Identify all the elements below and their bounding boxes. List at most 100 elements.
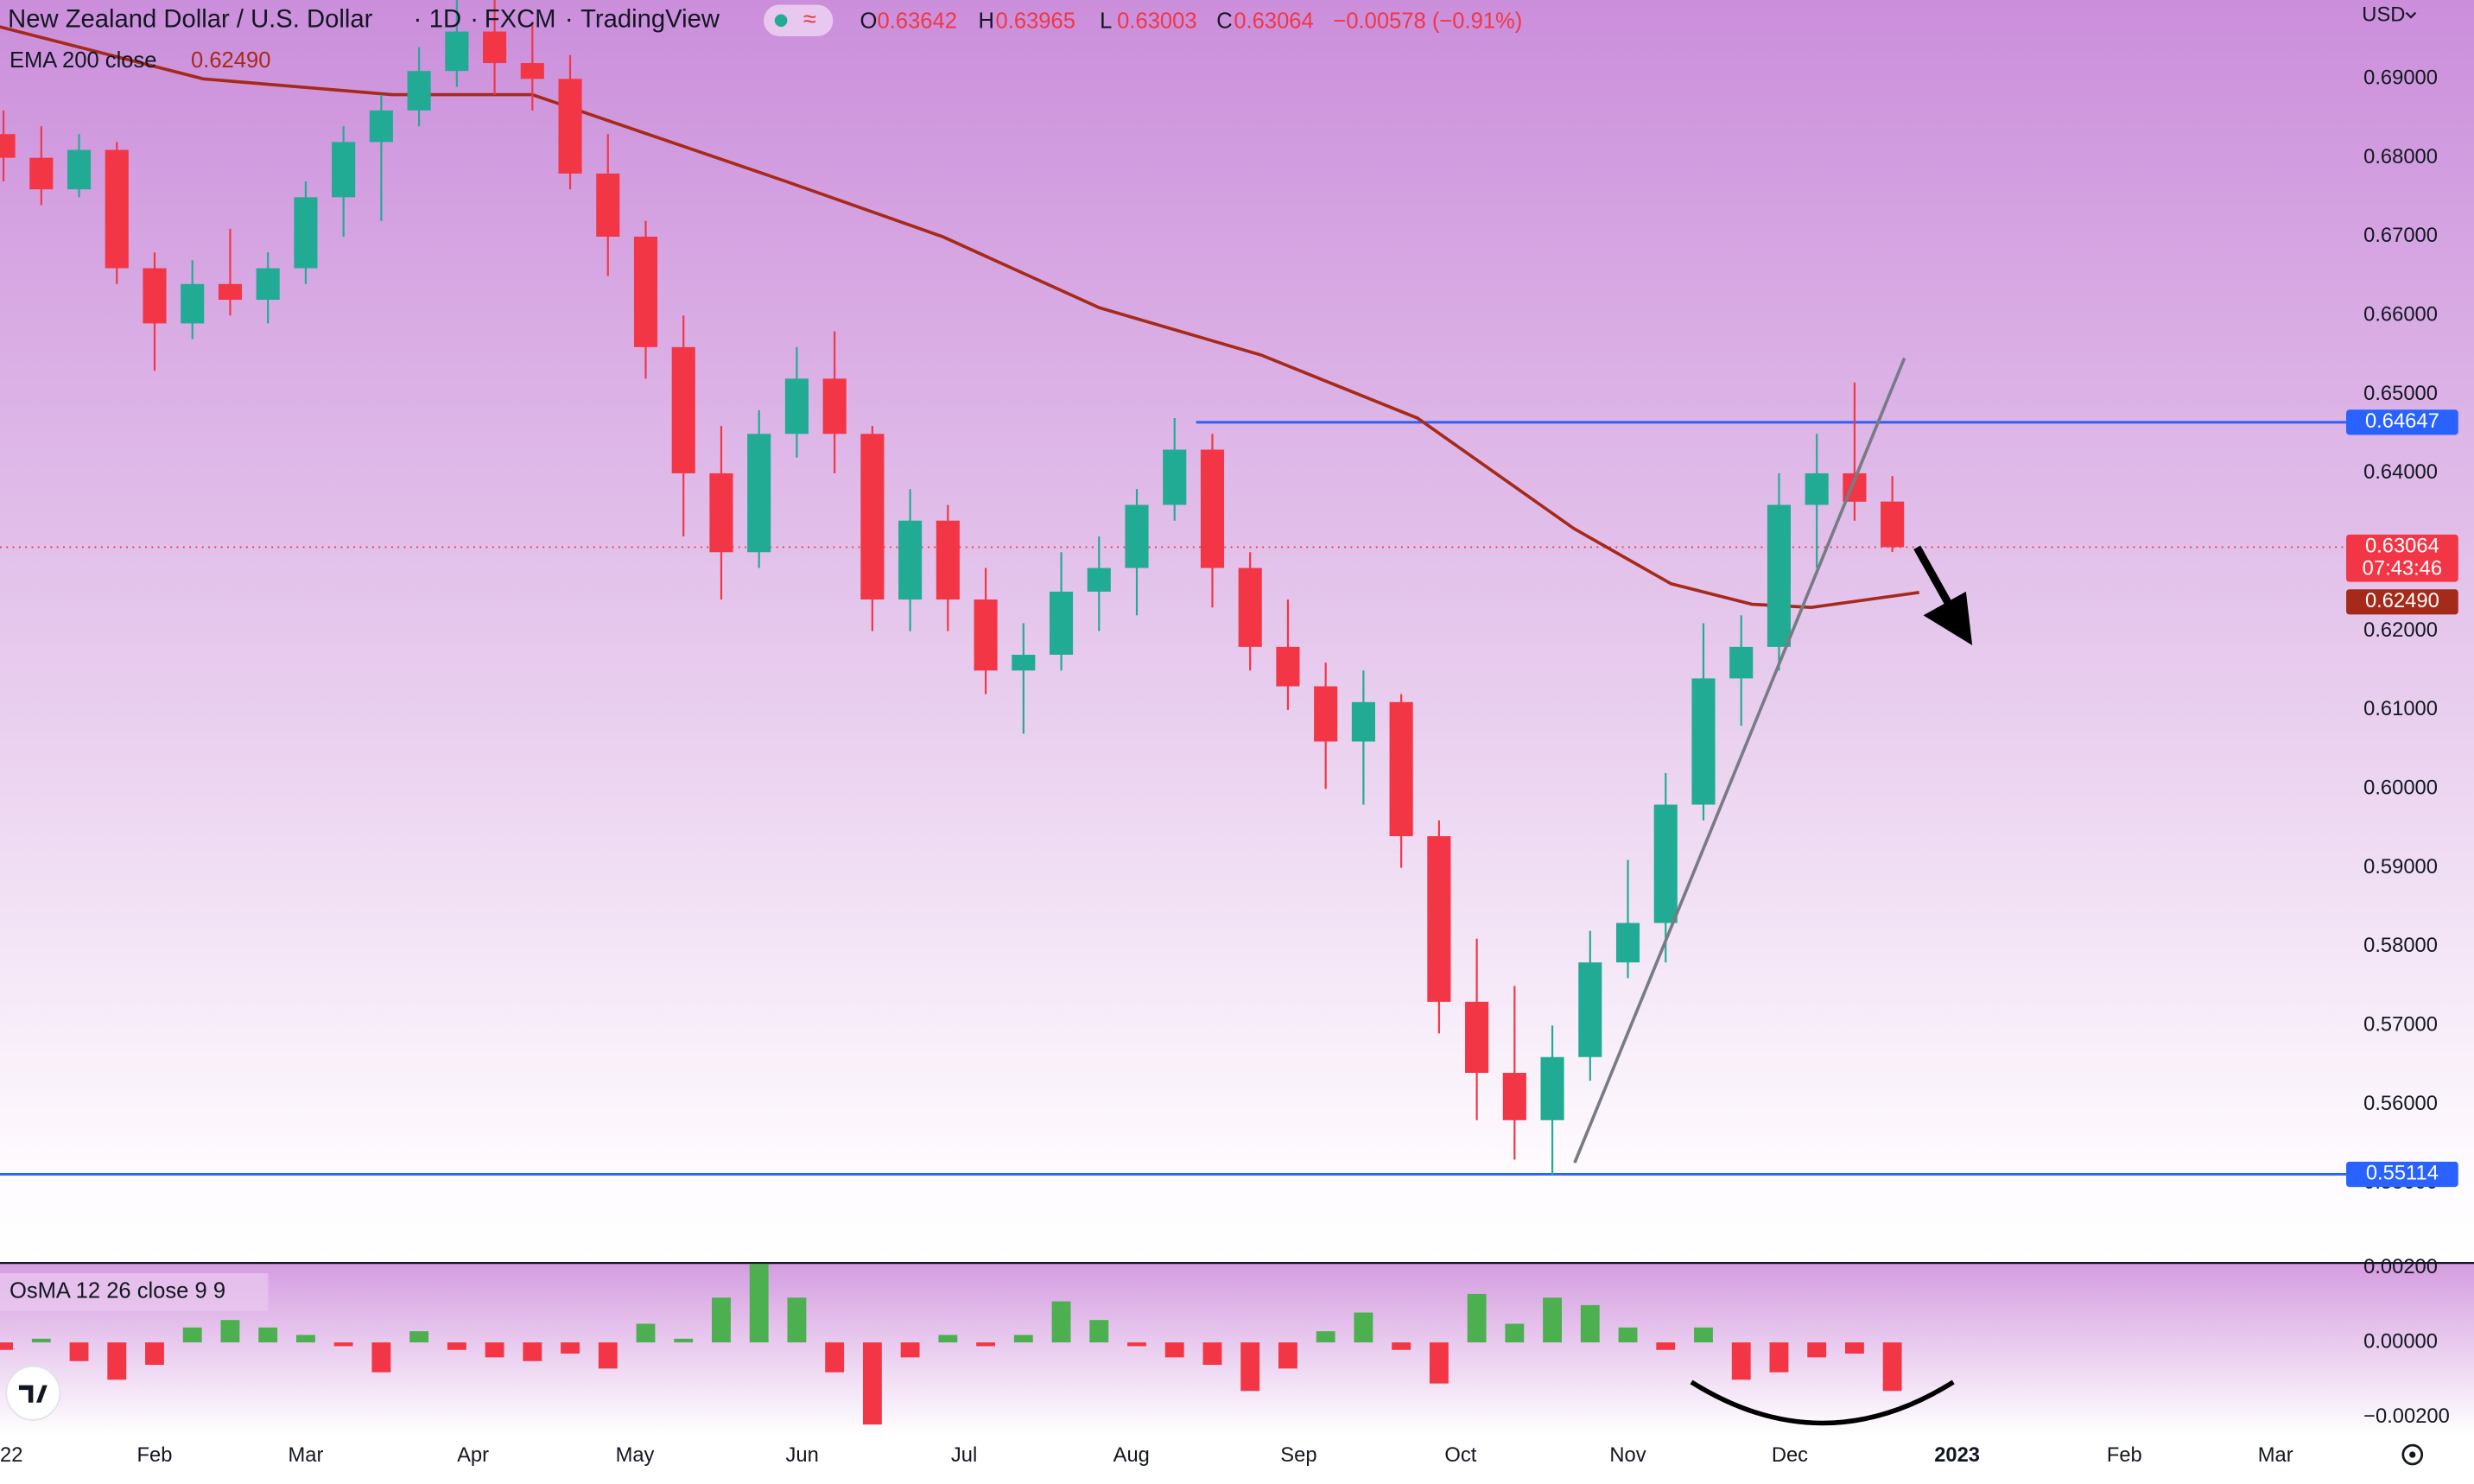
x-tick-label: Mar bbox=[288, 1444, 323, 1467]
status-badge[interactable] bbox=[764, 4, 834, 37]
histogram-bar bbox=[69, 1342, 89, 1361]
histogram-bar bbox=[1429, 1342, 1449, 1384]
candle-body bbox=[1691, 678, 1716, 805]
x-tick-label: Oct bbox=[1444, 1444, 1476, 1467]
candle-body bbox=[747, 434, 771, 553]
ohlc-legend: O 0.63642 H 0.63965 L 0.63003 C 0.63064 bbox=[860, 9, 1313, 33]
histogram-bar bbox=[1656, 1342, 1676, 1350]
y-tick-label: 0.60000 bbox=[2363, 777, 2438, 800]
y-tick-label: 0.67000 bbox=[2363, 225, 2438, 247]
histogram-bar bbox=[1013, 1335, 1033, 1343]
histogram-bar bbox=[1164, 1342, 1184, 1358]
price-label: 0.55114 bbox=[2366, 1163, 2439, 1185]
ema-label: 0.62490 bbox=[2365, 590, 2439, 612]
ohlc-value: 0.63965 bbox=[996, 9, 1075, 33]
price-label-bg bbox=[2346, 409, 2458, 435]
histogram-bar bbox=[182, 1327, 202, 1343]
price-label: 0.64647 bbox=[2365, 410, 2439, 433]
symbol-title: New Zealand Dollar / U.S. Dollar bbox=[8, 5, 372, 33]
x-tick-label: 22 bbox=[0, 1444, 22, 1467]
settings-icon-center bbox=[2409, 1451, 2416, 1458]
histogram-bar bbox=[1089, 1320, 1109, 1343]
candle-body bbox=[936, 520, 960, 600]
osc-pane-bg bbox=[0, 1264, 2474, 1436]
settings-icon[interactable] bbox=[2401, 1443, 2424, 1466]
y-tick-label: 0.64000 bbox=[2363, 461, 2438, 484]
histogram-bar bbox=[1127, 1342, 1146, 1347]
y-tick-label: 0.69000 bbox=[2363, 67, 2438, 90]
candle-body bbox=[1465, 1001, 1489, 1074]
candle-body bbox=[105, 149, 129, 269]
x-tick-label: Feb bbox=[2107, 1444, 2142, 1467]
histogram-bar bbox=[0, 1342, 13, 1350]
histogram-bar bbox=[1694, 1327, 1713, 1343]
histogram-bar bbox=[523, 1342, 542, 1361]
y-tick-label: 0.62000 bbox=[2363, 619, 2438, 642]
candle-body bbox=[1767, 504, 1792, 647]
candle-body bbox=[256, 268, 280, 301]
histogram-bar bbox=[674, 1338, 694, 1343]
histogram-bar bbox=[1316, 1331, 1335, 1343]
arrow-shaft bbox=[1913, 545, 1957, 614]
histogram-bar bbox=[333, 1342, 353, 1347]
ohlc-value: 0.63642 bbox=[878, 9, 957, 33]
histogram-bar bbox=[561, 1342, 580, 1354]
candle-body bbox=[332, 142, 356, 198]
histogram-bar bbox=[1882, 1342, 1902, 1392]
candle-body bbox=[1805, 472, 1829, 505]
candle-body bbox=[784, 378, 809, 434]
x-tick-label: Jun bbox=[786, 1444, 819, 1467]
status-dot bbox=[774, 14, 788, 28]
histogram-bar bbox=[371, 1342, 391, 1373]
y-tick-label: 0.66000 bbox=[2363, 304, 2438, 327]
candle-body bbox=[1540, 1056, 1564, 1120]
source: FXCM bbox=[485, 5, 556, 33]
histogram-bar bbox=[787, 1297, 807, 1343]
candle-body bbox=[294, 197, 318, 269]
candle-body bbox=[558, 79, 582, 174]
ohlc-value: 0.63064 bbox=[1234, 9, 1313, 33]
candle-body bbox=[974, 599, 998, 671]
candle-body bbox=[860, 434, 885, 600]
histogram-bar bbox=[712, 1297, 731, 1343]
candle-body bbox=[143, 268, 167, 324]
histogram-bar bbox=[1618, 1327, 1638, 1343]
trend-line bbox=[1573, 357, 1906, 1164]
sep: · bbox=[470, 5, 479, 33]
candle-body bbox=[1578, 962, 1602, 1057]
x-tick-label: Feb bbox=[137, 1444, 173, 1467]
ema-legend: EMA 200 close bbox=[10, 48, 157, 73]
candle-body bbox=[1276, 646, 1300, 687]
change: −0.00578 (−0.91%) bbox=[1333, 9, 1522, 33]
currency[interactable]: USD bbox=[2362, 4, 2405, 27]
histogram-bar bbox=[862, 1342, 882, 1425]
histogram-bar bbox=[825, 1342, 845, 1373]
ohlc-key: C bbox=[1216, 9, 1232, 33]
ohlc-key: H bbox=[978, 9, 993, 33]
ohlc-key: L bbox=[1100, 9, 1112, 33]
histogram-bar bbox=[1580, 1304, 1600, 1343]
histogram-bar bbox=[938, 1335, 958, 1343]
candle-body bbox=[898, 520, 923, 600]
candle-body bbox=[1012, 654, 1036, 671]
arrow-head bbox=[1923, 591, 1973, 646]
axes: 0.550000.560000.570000.580000.590000.600… bbox=[0, 67, 2458, 1467]
sep: · bbox=[414, 5, 422, 33]
price-label-bg bbox=[2346, 1161, 2458, 1188]
ohlc-value: 0.63003 bbox=[1117, 9, 1196, 33]
histogram-bar bbox=[295, 1335, 315, 1343]
x-tick-label: Apr bbox=[457, 1444, 489, 1467]
histogram-bar bbox=[1844, 1342, 1864, 1354]
status-icon: ≈ bbox=[803, 5, 816, 32]
candle-body bbox=[0, 134, 16, 158]
candle-body bbox=[520, 63, 544, 79]
x-tick-label: Mar bbox=[2258, 1444, 2293, 1467]
histogram-bar bbox=[258, 1327, 278, 1343]
candle-body bbox=[633, 236, 658, 347]
x-tick-label: Sep bbox=[1280, 1444, 1316, 1467]
y-tick-label: 0.65000 bbox=[2363, 383, 2438, 405]
histogram-bar bbox=[749, 1264, 769, 1343]
ema-label-bg bbox=[2346, 589, 2458, 615]
logo-mark bbox=[18, 1385, 48, 1403]
candle-body bbox=[709, 472, 733, 553]
